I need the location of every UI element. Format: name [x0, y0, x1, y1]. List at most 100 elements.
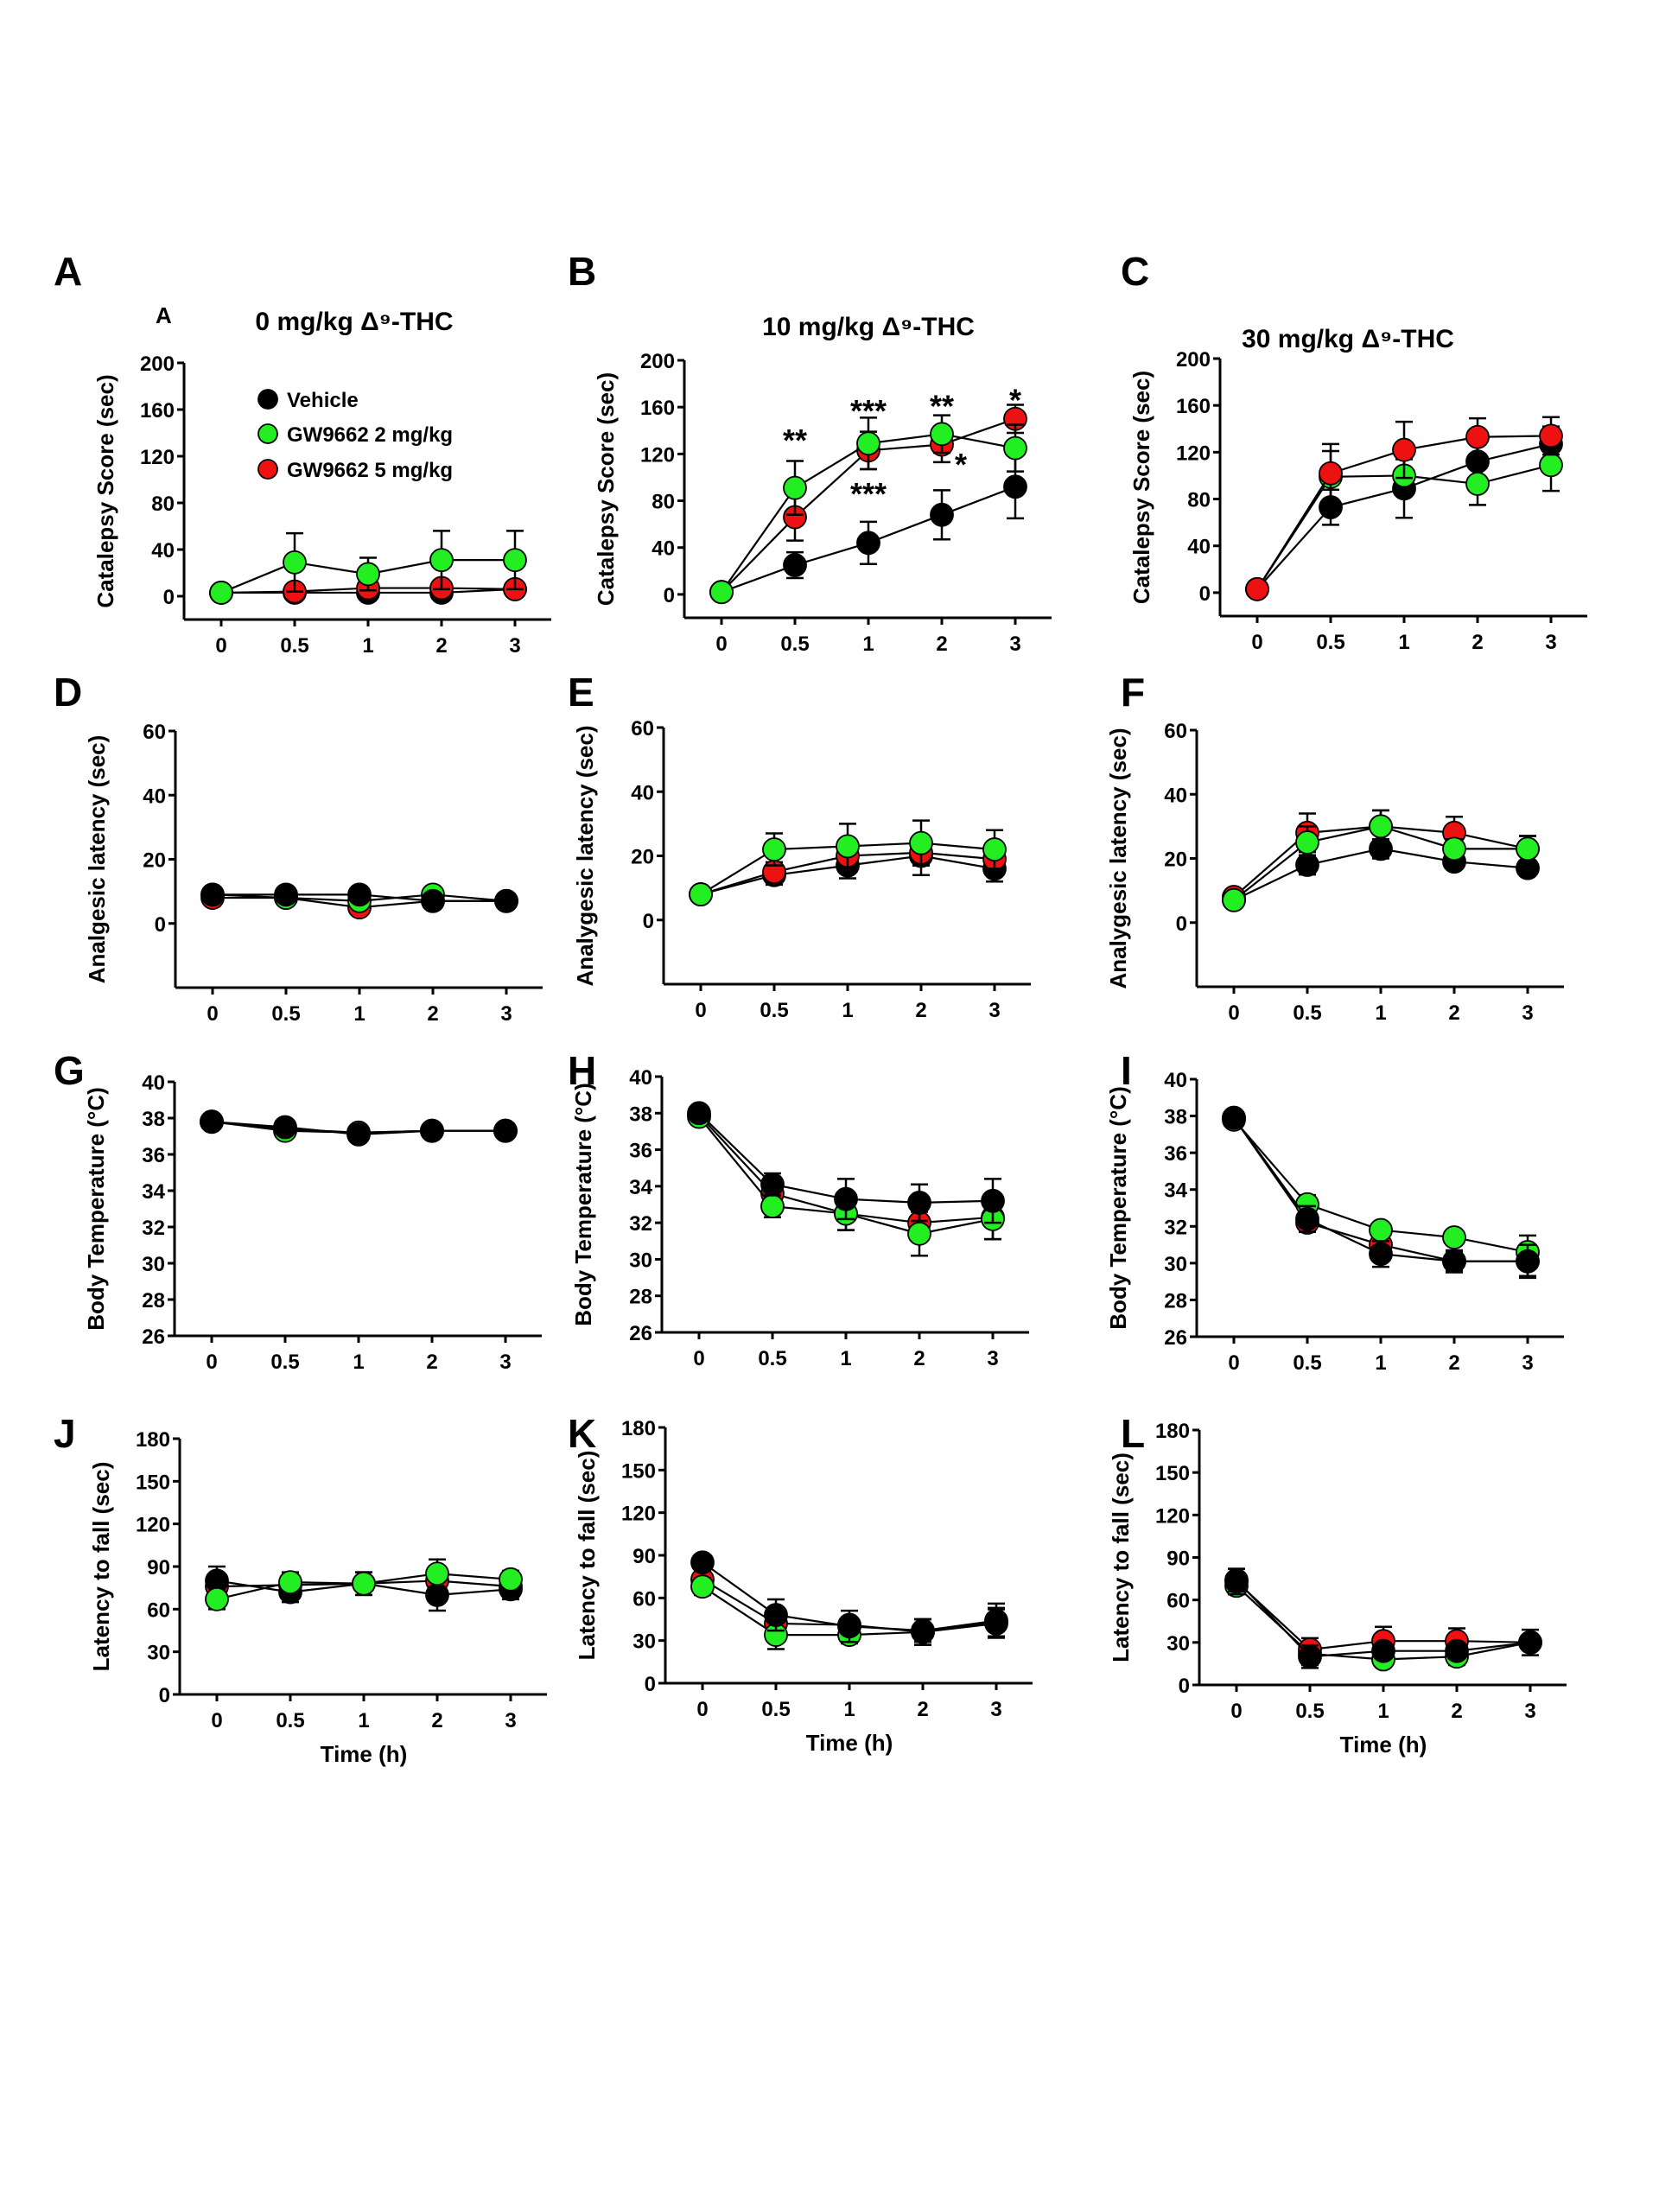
y-tick-label: 20	[631, 846, 654, 869]
x-tick-label: 3	[505, 1709, 516, 1732]
y-tick-label: 40	[631, 781, 654, 804]
x-tick-label: 0.5	[758, 1347, 786, 1370]
data-point	[911, 1618, 935, 1643]
data-point	[690, 1550, 715, 1575]
x-tick-label: 3	[987, 1347, 998, 1370]
series-vehicle	[200, 882, 518, 913]
data-point	[783, 553, 807, 577]
y-tick-label: 150	[1155, 1462, 1190, 1485]
data-point	[687, 1101, 711, 1126]
y-tick-label: 180	[621, 1417, 656, 1440]
x-tick-label: 1	[840, 1347, 851, 1370]
y-tick-label: 30	[629, 1249, 652, 1272]
y-tick-label: 120	[140, 446, 175, 469]
data-point	[209, 581, 233, 605]
y-axis-label: Analygesic latency (sec)	[572, 725, 598, 986]
data-point	[909, 830, 933, 855]
x-tick-label: 1	[862, 632, 874, 656]
panel-f: F 0 20 40 60 0 0.5 1 2 3 Analygesic latency (sec)	[1105, 670, 1564, 1025]
y-axis-label: Catalepsy Score (sec)	[1128, 371, 1154, 604]
panel-letter: C	[1121, 249, 1149, 294]
x-tick-label: 0.5	[1293, 1351, 1321, 1375]
y-tick-label: 20	[143, 849, 166, 873]
x-tick-label: 1	[1375, 1001, 1386, 1025]
x-tick-label: 1	[1398, 631, 1409, 654]
series-gw9662-2-mg-kg	[689, 819, 1007, 906]
y-tick-label: 90	[147, 1556, 170, 1580]
data-point	[1298, 1644, 1322, 1669]
panel-d: D 0 20 40 60 0 0.5 1 2 3 Analgesic latency (sec)	[54, 670, 543, 1026]
x-tick-label: 2	[1448, 1351, 1459, 1375]
y-tick-label: 0	[645, 1673, 656, 1696]
y-tick-label: 160	[640, 397, 675, 420]
data-point	[1539, 423, 1563, 448]
x-tick-label: 0	[696, 1698, 708, 1721]
x-tick-label: 0.5	[276, 1709, 304, 1732]
panel-letter: H	[568, 1048, 596, 1093]
y-tick-label: 0	[664, 584, 675, 607]
y-tick-label: 80	[151, 493, 175, 516]
x-tick-label: 1	[353, 1351, 364, 1374]
x-tick-label: 2	[435, 634, 447, 658]
y-axis-label: Analygesic latency (sec)	[1105, 728, 1131, 988]
y-axis-label: Catalepsy Score (sec)	[593, 372, 619, 606]
x-tick-label: 3	[500, 1002, 512, 1026]
panel-letter: E	[568, 670, 594, 715]
legend-item-gw9662-5: GW9662 5 mg/kg	[257, 459, 453, 482]
panel-e: E 0 20 40 60 0 0.5 1 2 3 Analygesic latency (sec)	[568, 670, 1031, 1022]
legend-item-vehicle: Vehicle	[257, 389, 359, 412]
legend-marker-gw9662-2	[257, 423, 278, 444]
data-point	[1222, 887, 1246, 912]
panel-j: J 0 30 60 90 120 150 180 0 0.5 1 2 3 Latency to fall …	[54, 1411, 547, 1767]
column-title-0mgkg: 0 mg/kg Δ⁹-THC	[255, 308, 453, 336]
significance-annotation: *	[1009, 383, 1021, 418]
significance-annotation: ***	[850, 476, 887, 512]
y-tick-label: 26	[629, 1322, 652, 1345]
panel-letter: G	[54, 1048, 85, 1093]
x-tick-label: 2	[427, 1002, 438, 1026]
x-tick-label: 2	[936, 632, 947, 656]
data-point	[930, 502, 954, 527]
data-point	[1442, 1249, 1466, 1274]
significance-annotation: **	[783, 423, 807, 458]
y-tick-label: 38	[1164, 1106, 1187, 1129]
y-tick-label: 40	[629, 1066, 652, 1090]
y-tick-label: 30	[147, 1642, 170, 1665]
y-tick-label: 180	[1155, 1420, 1190, 1443]
y-tick-label: 0	[1176, 912, 1187, 936]
x-tick-label: 0.5	[760, 999, 788, 1022]
x-tick-label: 1	[842, 999, 853, 1022]
y-tick-label: 150	[621, 1459, 656, 1483]
x-tick-label: 3	[988, 999, 1000, 1022]
y-tick-label: 36	[629, 1140, 652, 1163]
x-tick-label: 2	[431, 1709, 442, 1732]
data-point	[1516, 836, 1540, 861]
y-tick-label: 0	[159, 1684, 170, 1707]
y-tick-label: 36	[142, 1144, 165, 1167]
data-point	[856, 531, 880, 556]
y-tick-label: 0	[643, 910, 654, 933]
y-tick-label: 40	[1164, 784, 1187, 807]
data-point	[429, 548, 454, 573]
y-tick-label: 120	[621, 1503, 656, 1526]
x-tick-label: 2	[1448, 1001, 1459, 1025]
data-point	[499, 1567, 523, 1592]
legend-label: Vehicle	[287, 389, 359, 412]
y-tick-label: 200	[640, 350, 675, 373]
x-tick-label: 1	[362, 634, 373, 658]
y-tick-label: 38	[629, 1103, 652, 1126]
data-point	[762, 837, 786, 861]
data-point	[1369, 1242, 1393, 1267]
x-tick-label: 1	[353, 1002, 365, 1026]
series-gw9662-2-mg-kg	[709, 414, 1027, 605]
y-tick-label: 60	[632, 1587, 656, 1611]
x-tick-label: 0	[211, 1709, 222, 1732]
x-tick-label: 0	[1228, 1351, 1239, 1375]
data-point	[1295, 830, 1319, 855]
y-axis-label: Latency to fall (sec)	[1108, 1452, 1134, 1662]
panel-i: I 26 28 30 32 34 36 38 40 0 0.5 1 2 3 Body Temperature…	[1105, 1048, 1564, 1375]
y-tick-label: 38	[142, 1108, 165, 1131]
data-point	[1442, 1225, 1466, 1249]
data-point	[1295, 1206, 1319, 1231]
x-tick-label: 0.5	[1295, 1700, 1324, 1723]
